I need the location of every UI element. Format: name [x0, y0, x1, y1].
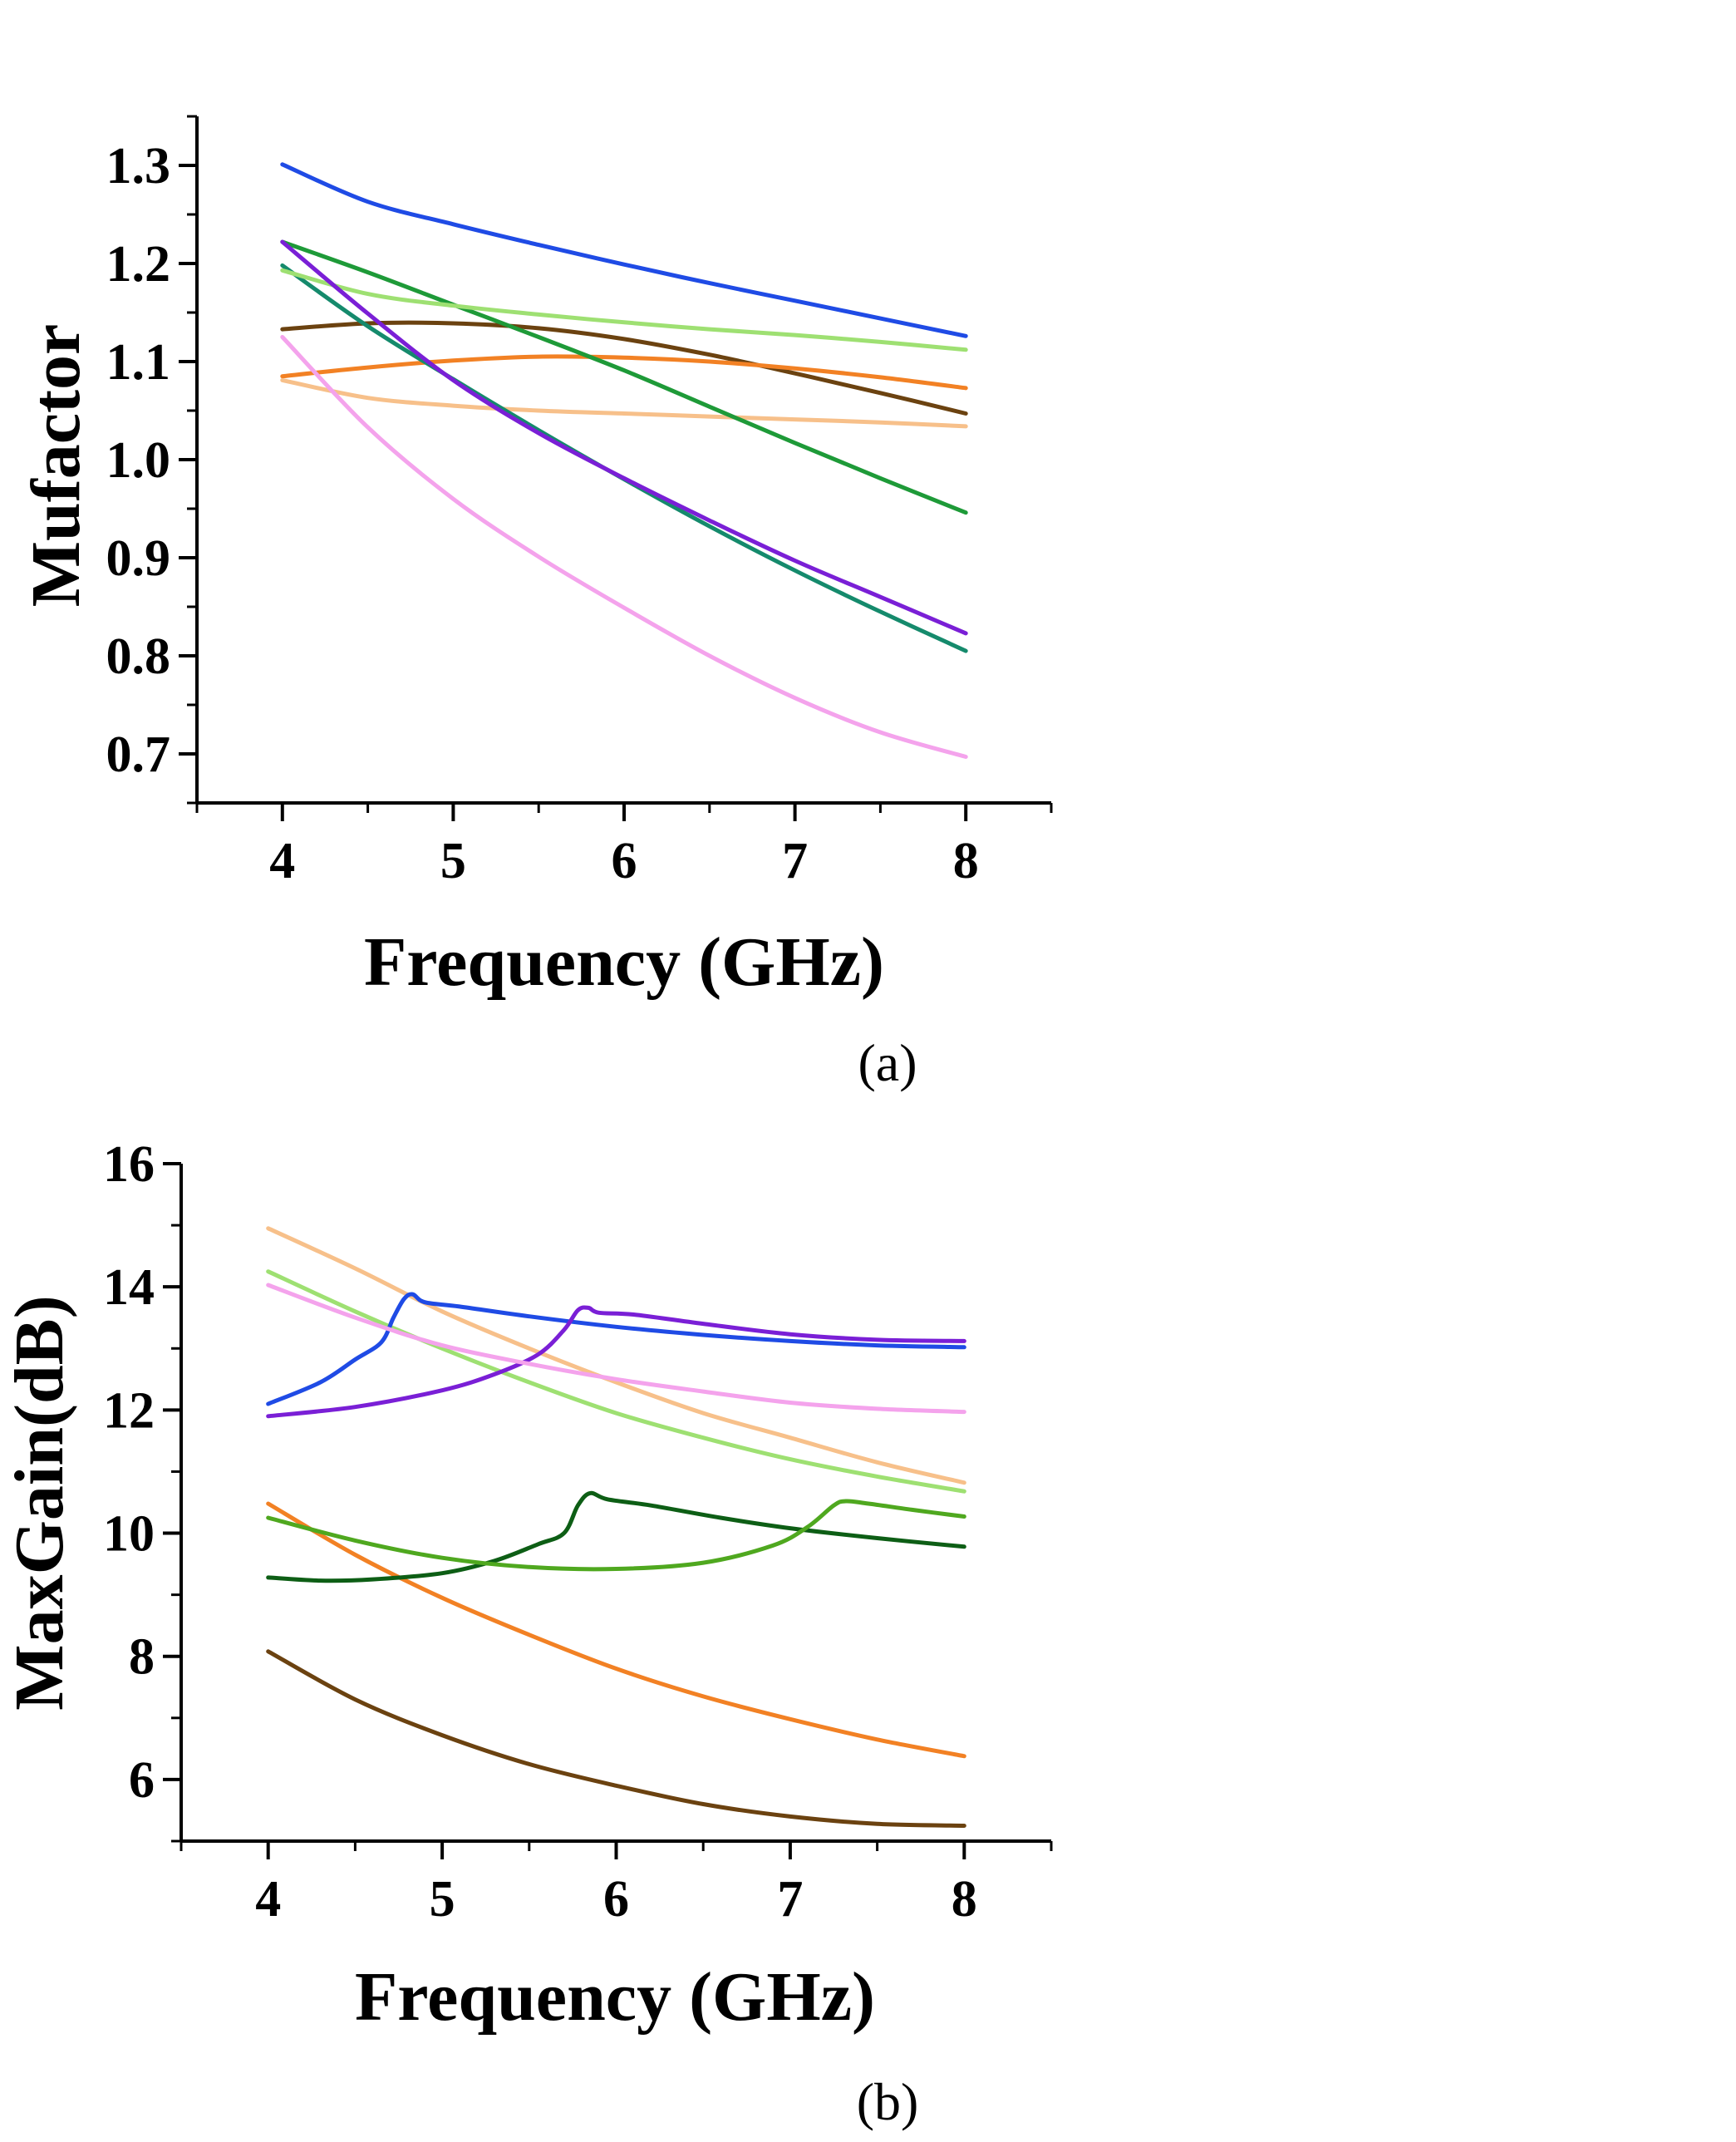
panel-b-series-line-3	[266, 1226, 966, 1485]
panel-b-x-tick-label: 7	[777, 1871, 803, 1928]
panel-a-series-line-1	[280, 320, 968, 416]
panel-b-y-tick-label: 14	[103, 1259, 155, 1316]
panel-b-x-tick-label: 6	[603, 1871, 629, 1928]
panel-b-y-axis-title: MaxGain(dB)	[1, 1295, 78, 1710]
panel-b-x-axis-title: Frequency (GHz)	[355, 1958, 875, 2036]
panel-a-y-tick-label: 1.0	[106, 432, 171, 489]
panel-a-series-line-7	[280, 162, 968, 338]
panel-a-x-tick-label: 8	[953, 833, 979, 889]
panel-b-y-tick-label: 12	[103, 1382, 155, 1439]
panel-a-x-axis-title: Frequency (GHz)	[364, 923, 884, 1001]
panel-a-label: (a)	[858, 1033, 917, 1092]
panel-a-series-line-9	[280, 335, 968, 759]
panel-a-x-tick-label: 4	[269, 833, 295, 889]
panel-a-series-line-6	[280, 268, 968, 352]
panel-a: 4 5 6 7 8 0.7 0.8 0.9 1.0 1.1 1.2 1.3 Mufactor Freq…	[17, 115, 1053, 1092]
panel-a-y-tick-label: 0.8	[106, 628, 171, 685]
panel-b-x-tick-label: 4	[255, 1871, 281, 1928]
panel-b-x-tick-label: 5	[430, 1871, 455, 1928]
panel-a-y-tick-label: 0.9	[106, 530, 171, 587]
panel-b-series-line-4	[266, 1490, 966, 1583]
panel-a-y-tick-label: 1.2	[106, 236, 171, 293]
panel-b-label: (b)	[857, 2072, 919, 2131]
panel-a-x-tick-label: 5	[440, 833, 466, 889]
panel-b: 4 5 6 7 8 6 8 10 12 14 16 MaxGain(dB) Frequency (G…	[1, 1136, 1053, 2131]
panel-b-series-line-7	[266, 1292, 966, 1406]
panel-a-x-tick-label: 6	[612, 833, 637, 889]
panel-a-series-line-5	[280, 239, 968, 515]
panel-a-series-line-8	[280, 239, 968, 636]
panel-b-x-tick-label: 8	[952, 1871, 977, 1928]
panel-a-y-tick-label: 0.7	[106, 726, 171, 783]
panel-b-ticks: 4 5 6 7 8 6 8 10 12 14 16	[103, 1136, 1053, 1928]
panel-b-series-line-6	[266, 1269, 966, 1494]
panel-a-y-axis-title: Mufactor	[17, 324, 95, 608]
panel-a-ticks: 4 5 6 7 8 0.7 0.8 0.9 1.0 1.1 1.2 1.3	[106, 115, 1053, 889]
panel-b-series-line-5	[266, 1499, 966, 1572]
panel-a-y-tick-label: 1.3	[106, 138, 171, 195]
panel-b-series-line-8	[266, 1305, 966, 1419]
panel-b-y-tick-label: 16	[103, 1136, 155, 1193]
panel-a-series	[280, 162, 968, 759]
panel-b-y-tick-label: 8	[129, 1629, 155, 1686]
panel-a-series-line-3	[280, 377, 968, 429]
panel-b-y-tick-label: 6	[129, 1752, 155, 1809]
panel-b-series-line-1	[266, 1649, 966, 1828]
panel-a-x-tick-label: 7	[782, 833, 808, 889]
panel-b-series	[266, 1226, 966, 1828]
panel-a-series-line-2	[280, 354, 968, 391]
panel-b-series-line-9	[266, 1283, 966, 1415]
panel-b-y-tick-label: 10	[103, 1506, 155, 1563]
panel-b-series-line-2	[266, 1501, 966, 1759]
panel-a-y-tick-label: 1.1	[106, 334, 171, 391]
